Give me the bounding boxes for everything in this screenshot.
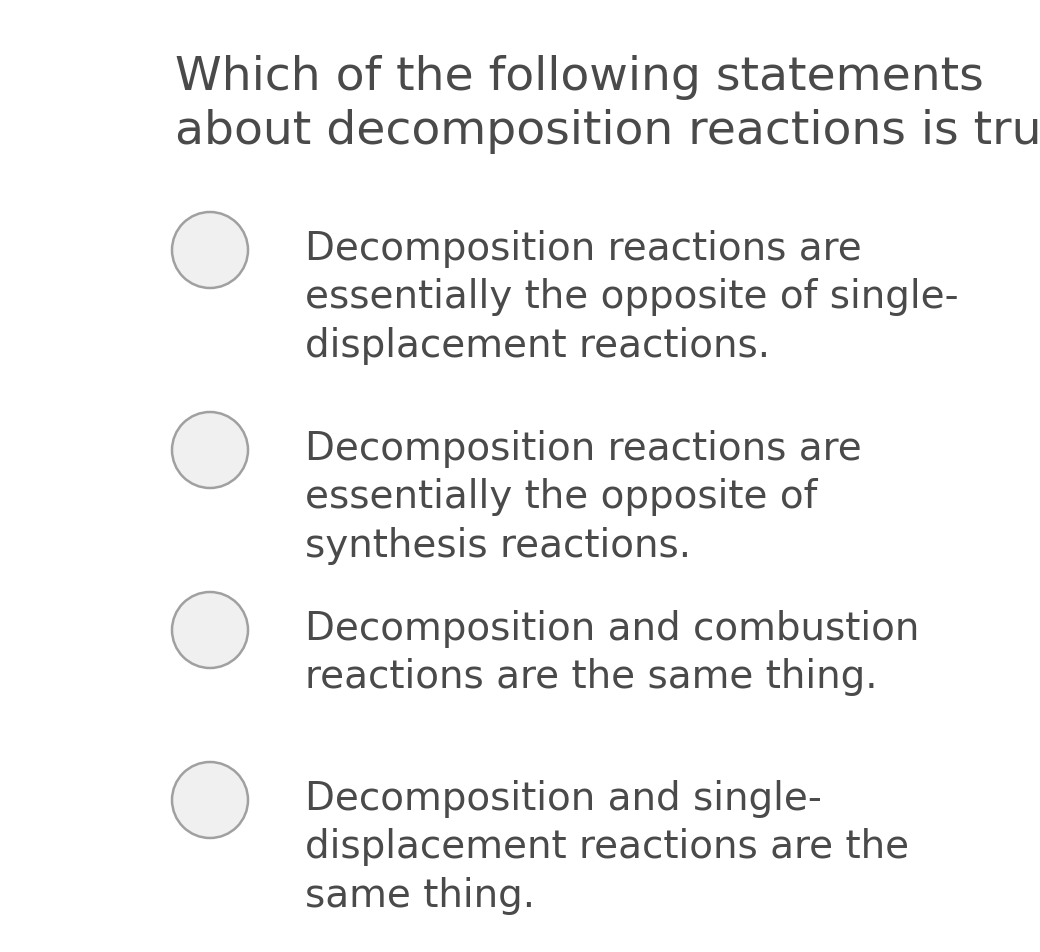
Circle shape <box>172 213 248 288</box>
Circle shape <box>172 763 248 838</box>
Circle shape <box>172 592 248 668</box>
Text: Decomposition and single-
displacement reactions are the
same thing.: Decomposition and single- displacement r… <box>305 779 909 914</box>
Text: Decomposition reactions are
essentially the opposite of single-
displacement rea: Decomposition reactions are essentially … <box>305 229 959 365</box>
Text: Which of the following statements
about decomposition reactions is true?: Which of the following statements about … <box>175 55 1040 153</box>
Text: Decomposition reactions are
essentially the opposite of
synthesis reactions.: Decomposition reactions are essentially … <box>305 429 862 565</box>
Circle shape <box>172 412 248 488</box>
Text: Decomposition and combustion
reactions are the same thing.: Decomposition and combustion reactions a… <box>305 609 919 696</box>
